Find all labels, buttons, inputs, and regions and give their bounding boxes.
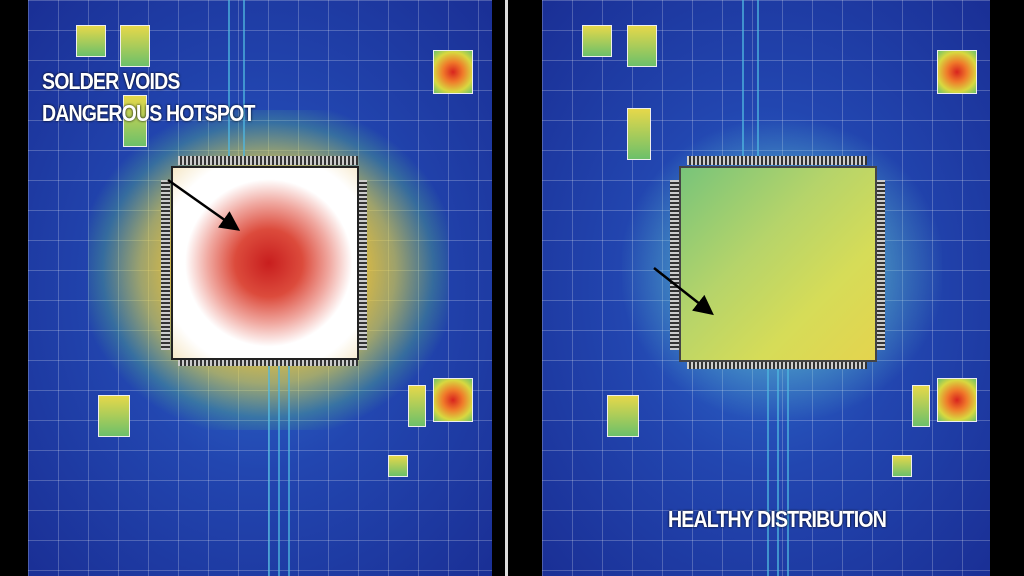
- component: [582, 25, 612, 57]
- trace: [757, 0, 759, 156]
- component: [627, 25, 657, 67]
- chip-pins-top: [178, 156, 358, 165]
- chip-pins-right: [358, 180, 367, 350]
- chip-pins-top: [687, 156, 867, 165]
- component: [98, 395, 130, 437]
- component: [388, 455, 408, 477]
- component: [627, 108, 651, 160]
- arrow-icon: [167, 178, 241, 231]
- component: [123, 95, 147, 147]
- component: [607, 395, 639, 437]
- thermal-image-voided-board: SOLDER VOIDS DANGEROUS HOTSPOT: [28, 0, 492, 576]
- dangerous-hotspot-label: DANGEROUS HOTSPOT: [42, 100, 255, 126]
- panel-divider: [505, 0, 508, 576]
- trace: [288, 366, 290, 576]
- trace: [787, 369, 789, 576]
- trace: [278, 366, 280, 576]
- chip-pins-bottom: [178, 357, 358, 366]
- hot-component: [433, 378, 473, 422]
- thermal-image-healthy-board: HEALTHY DISTRIBUTION: [542, 0, 990, 576]
- hot-chip: [171, 166, 359, 360]
- trace: [742, 0, 744, 156]
- hot-component: [433, 50, 473, 94]
- component: [120, 25, 150, 67]
- arrow-icon: [653, 267, 714, 316]
- trace: [228, 0, 230, 156]
- hot-component: [937, 50, 977, 94]
- trace: [777, 369, 779, 576]
- even-chip: [679, 166, 877, 362]
- component: [76, 25, 106, 57]
- chip-pins-left: [670, 180, 679, 350]
- hot-component: [937, 378, 977, 422]
- chip-pins-left: [161, 180, 170, 350]
- solder-voids-label: SOLDER VOIDS: [42, 68, 180, 94]
- healthy-distribution-label: HEALTHY DISTRIBUTION: [668, 506, 887, 532]
- chip-pins-right: [876, 180, 885, 350]
- trace: [268, 366, 270, 576]
- component: [408, 385, 426, 427]
- trace: [767, 369, 769, 576]
- component: [892, 455, 912, 477]
- chip-pins-bottom: [687, 360, 867, 369]
- trace: [243, 0, 245, 156]
- component: [912, 385, 930, 427]
